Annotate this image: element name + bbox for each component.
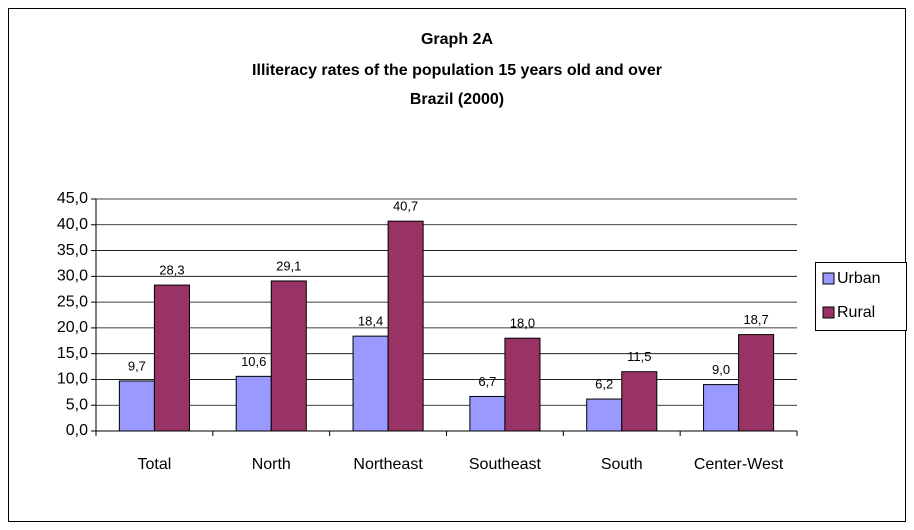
value-label: 29,1 (276, 258, 301, 273)
x-tick-label: Northeast (353, 456, 423, 473)
y-tick-label: 5,0 (66, 396, 88, 413)
bar (504, 337, 541, 432)
y-tick-label: 25,0 (57, 293, 88, 310)
bar (703, 384, 740, 432)
chart-title: Graph 2A (421, 31, 493, 48)
legend-label: Rural (837, 304, 875, 321)
legend-label: Urban (837, 270, 881, 287)
bar (352, 335, 389, 432)
y-tick-label: 45,0 (57, 190, 88, 207)
value-label: 9,0 (712, 362, 730, 377)
value-label: 6,7 (478, 374, 496, 389)
y-tick-label: 15,0 (57, 345, 88, 362)
bar (153, 284, 190, 432)
legend-swatch (822, 306, 835, 319)
x-tick-label: Center-West (694, 456, 784, 473)
y-tick-label: 35,0 (57, 242, 88, 259)
value-label: 40,7 (393, 199, 418, 214)
chart-subtitle: Illiteracy rates of the population 15 ye… (252, 62, 662, 79)
y-tick-label: 40,0 (57, 216, 88, 233)
bar (586, 398, 623, 432)
bar (118, 380, 155, 432)
value-label: 6,2 (595, 376, 613, 391)
x-tick-label: Southeast (469, 456, 542, 473)
x-tick-label: South (601, 456, 643, 473)
bar (235, 375, 272, 432)
bar (469, 395, 506, 432)
y-tick-label: 10,0 (57, 371, 88, 388)
y-tick-label: 20,0 (57, 319, 88, 336)
value-label: 11,5 (627, 349, 651, 364)
y-tick-label: 0,0 (66, 422, 88, 439)
legend-swatch (822, 272, 835, 285)
value-label: 18,4 (358, 314, 383, 329)
chart-subtitle: Brazil (2000) (410, 91, 504, 108)
chart-border (8, 8, 906, 522)
x-tick-label: North (252, 456, 291, 473)
bar (621, 371, 658, 432)
value-label: 28,3 (159, 263, 184, 278)
value-label: 10,6 (241, 354, 266, 369)
y-tick-label: 30,0 (57, 268, 88, 285)
value-label: 18,7 (743, 312, 768, 327)
bar (270, 280, 307, 432)
bar (387, 220, 424, 432)
value-label: 18,0 (510, 316, 535, 331)
bar (738, 334, 775, 432)
value-label: 9,7 (128, 358, 146, 373)
x-tick-label: Total (138, 456, 172, 473)
